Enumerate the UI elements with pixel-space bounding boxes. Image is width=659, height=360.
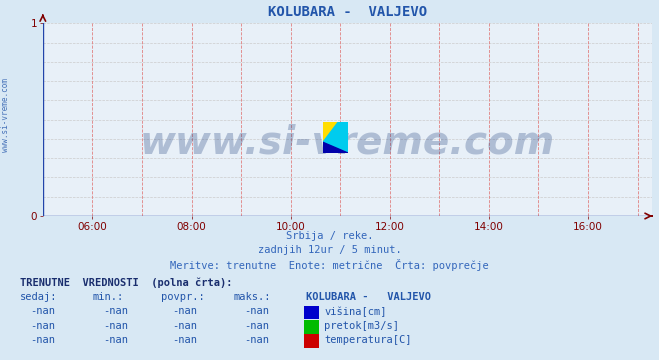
Text: -nan: -nan: [103, 321, 128, 331]
Text: -nan: -nan: [244, 335, 270, 345]
Text: pretok[m3/s]: pretok[m3/s]: [324, 321, 399, 331]
Text: sedaj:: sedaj:: [20, 292, 57, 302]
Text: -nan: -nan: [244, 306, 270, 316]
Text: višina[cm]: višina[cm]: [324, 306, 387, 316]
Text: KOLUBARA -   VALJEVO: KOLUBARA - VALJEVO: [306, 292, 432, 302]
Text: povpr.:: povpr.:: [161, 292, 205, 302]
Text: -nan: -nan: [30, 335, 55, 345]
Polygon shape: [323, 122, 348, 153]
Text: -nan: -nan: [103, 306, 128, 316]
Text: www.si-vreme.com: www.si-vreme.com: [140, 124, 556, 162]
Text: -nan: -nan: [30, 306, 55, 316]
Polygon shape: [323, 142, 348, 153]
Text: -nan: -nan: [172, 321, 197, 331]
Text: www.si-vreme.com: www.si-vreme.com: [1, 78, 10, 152]
Text: Meritve: trenutne  Enote: metrične  Črta: povprečje: Meritve: trenutne Enote: metrične Črta: …: [170, 258, 489, 271]
Text: -nan: -nan: [172, 306, 197, 316]
Text: -nan: -nan: [172, 335, 197, 345]
Text: -nan: -nan: [30, 321, 55, 331]
Text: maks.:: maks.:: [234, 292, 272, 302]
Text: TRENUTNE  VREDNOSTI  (polna črta):: TRENUTNE VREDNOSTI (polna črta):: [20, 277, 232, 288]
Text: Srbija / reke.: Srbija / reke.: [286, 231, 373, 241]
Title: KOLUBARA -  VALJEVO: KOLUBARA - VALJEVO: [268, 5, 427, 19]
Polygon shape: [323, 122, 338, 142]
Text: zadnjih 12ur / 5 minut.: zadnjih 12ur / 5 minut.: [258, 245, 401, 255]
Text: min.:: min.:: [92, 292, 123, 302]
Text: temperatura[C]: temperatura[C]: [324, 335, 412, 345]
Text: -nan: -nan: [103, 335, 128, 345]
Text: -nan: -nan: [244, 321, 270, 331]
